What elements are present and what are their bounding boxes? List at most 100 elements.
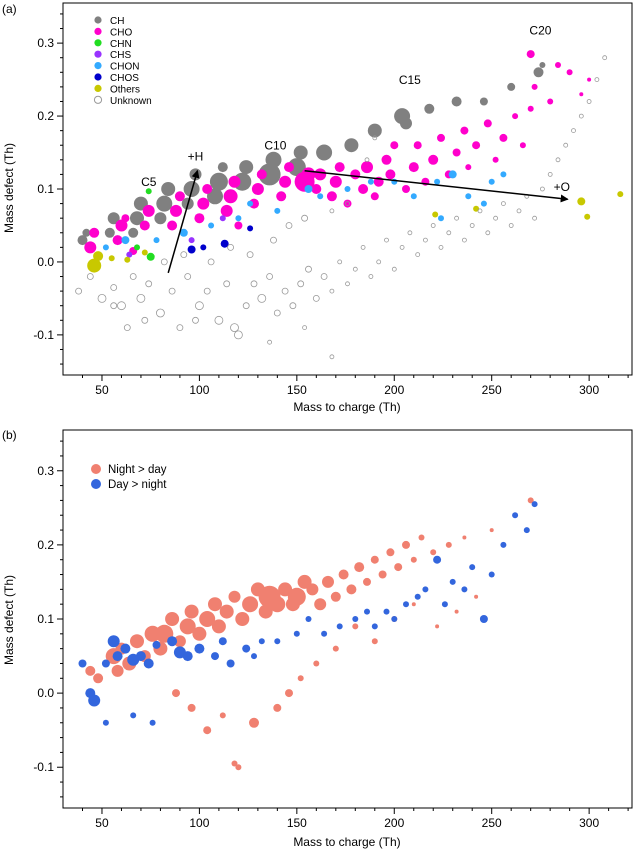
data-point xyxy=(285,222,293,229)
data-point xyxy=(209,172,228,191)
x-tick-label: 150 xyxy=(287,816,307,830)
data-point xyxy=(293,145,308,160)
data-point xyxy=(141,249,148,256)
data-point xyxy=(89,227,100,238)
data-point xyxy=(172,689,180,698)
data-point xyxy=(88,694,101,707)
data-point xyxy=(167,220,178,231)
data-point xyxy=(192,626,207,641)
data-point xyxy=(102,244,109,251)
data-point xyxy=(410,556,417,563)
data-point xyxy=(112,235,123,246)
legend-label: CHO xyxy=(110,27,132,38)
data-point xyxy=(257,293,267,303)
data-point xyxy=(135,651,146,662)
data-point xyxy=(311,184,322,194)
data-point xyxy=(84,241,97,254)
data-point xyxy=(117,301,126,311)
data-point xyxy=(208,222,215,229)
data-point xyxy=(352,616,359,622)
data-point xyxy=(75,287,82,295)
data-point xyxy=(314,598,327,611)
data-point xyxy=(617,191,624,198)
panel-a-points xyxy=(75,50,624,360)
data-point xyxy=(156,195,173,212)
data-point xyxy=(234,221,243,230)
data-point xyxy=(173,635,186,648)
data-point xyxy=(267,339,273,345)
data-point xyxy=(531,83,538,90)
data-point xyxy=(249,717,259,728)
data-point xyxy=(322,575,334,588)
data-point xyxy=(352,623,359,630)
data-point xyxy=(235,764,242,771)
data-point xyxy=(203,287,211,295)
data-point xyxy=(284,162,294,173)
data-point xyxy=(231,760,238,767)
data-point xyxy=(371,623,378,630)
legend-label: Others xyxy=(110,84,140,95)
data-point xyxy=(330,591,341,602)
data-point xyxy=(115,219,128,232)
annotation-arrow xyxy=(167,169,200,274)
data-point xyxy=(446,230,452,236)
data-point xyxy=(462,535,467,540)
panel-a-x-axis: 50 100 150 200 250 300 xyxy=(81,375,629,397)
data-point xyxy=(160,258,168,266)
legend-label: Night > day xyxy=(108,464,167,476)
y-tick-label: 0.1 xyxy=(37,182,54,196)
data-point xyxy=(344,138,359,153)
data-point xyxy=(154,212,167,225)
data-point xyxy=(86,273,94,280)
data-point xyxy=(338,569,349,580)
data-point xyxy=(82,228,91,237)
legend-marker xyxy=(91,464,101,474)
data-point xyxy=(407,230,413,236)
legend-marker xyxy=(94,39,102,47)
data-point xyxy=(383,608,390,615)
data-point xyxy=(430,549,437,556)
legend-label: Unknown xyxy=(110,96,152,107)
data-point xyxy=(293,630,300,637)
panel-a-y-axis: -0.1 0.0 0.1 0.2 0.3 xyxy=(33,13,63,365)
data-point xyxy=(316,144,333,161)
data-point xyxy=(329,354,335,360)
data-point xyxy=(203,726,212,735)
data-point xyxy=(302,325,308,331)
data-point xyxy=(500,201,506,207)
data-point xyxy=(235,215,242,222)
data-point xyxy=(479,615,488,623)
data-point xyxy=(492,156,499,163)
data-point xyxy=(246,251,254,259)
data-point xyxy=(437,133,445,142)
x-tick-label: 250 xyxy=(482,816,502,830)
data-point xyxy=(207,258,215,266)
data-point xyxy=(586,99,592,104)
y-tick-label: 0.0 xyxy=(37,686,54,700)
x-tick-label: 150 xyxy=(287,383,307,397)
x-tick-label: 200 xyxy=(384,383,404,397)
data-point xyxy=(332,645,339,652)
data-point xyxy=(474,594,479,599)
y-tick-label: 0.2 xyxy=(37,538,54,552)
data-point xyxy=(344,186,351,192)
data-point xyxy=(219,215,226,222)
data-point xyxy=(422,237,428,243)
data-point xyxy=(134,244,140,251)
data-point xyxy=(563,142,569,148)
data-point xyxy=(266,273,274,280)
data-point xyxy=(217,162,228,173)
data-point xyxy=(155,308,165,318)
data-point xyxy=(460,126,469,135)
data-point xyxy=(577,197,586,206)
data-point xyxy=(228,175,241,188)
data-point xyxy=(194,301,204,311)
data-point xyxy=(361,161,373,174)
data-point xyxy=(110,284,118,291)
data-point xyxy=(179,618,196,635)
y-tick-label: 0.1 xyxy=(37,612,54,626)
data-point xyxy=(428,154,439,165)
data-point xyxy=(108,255,115,262)
data-point xyxy=(304,185,313,193)
